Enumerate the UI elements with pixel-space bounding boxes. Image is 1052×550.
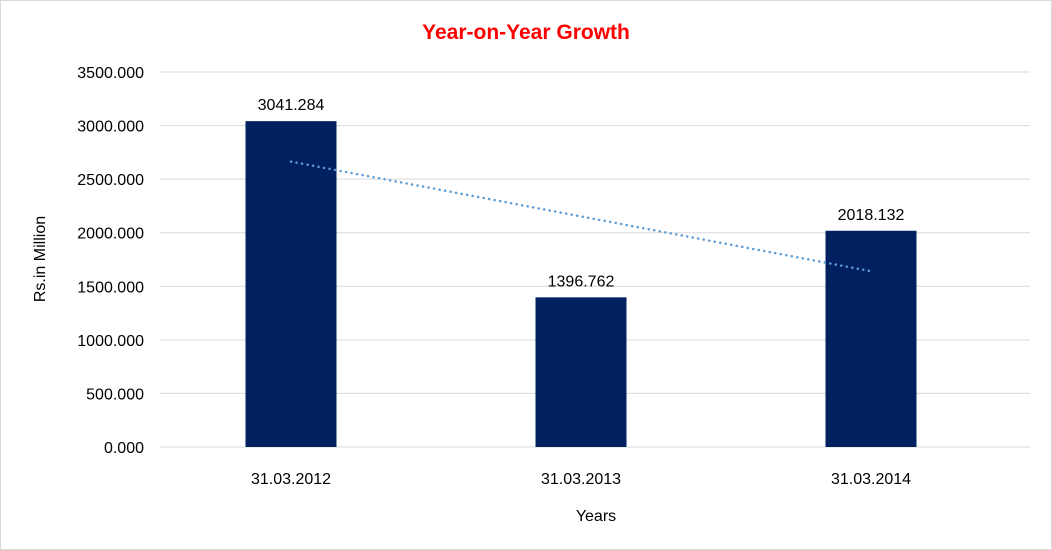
bar — [245, 121, 337, 448]
y-tick-label: 500.000 — [86, 386, 144, 403]
trendline — [289, 160, 873, 273]
y-tick-label: 0.000 — [104, 440, 144, 457]
x-axis-label: Years — [576, 508, 616, 525]
y-tick-label: 1500.000 — [77, 279, 144, 296]
bar — [825, 230, 917, 447]
chart-title: Year-on-Year Growth — [422, 21, 630, 44]
x-tick-label: 31.03.2014 — [831, 471, 911, 488]
y-tick-label: 3000.000 — [77, 119, 144, 136]
data-label: 2018.132 — [838, 207, 905, 224]
data-label: 3041.284 — [258, 97, 325, 114]
y-tick-label: 1000.000 — [77, 333, 144, 350]
y-tick-label: 3500.000 — [77, 65, 144, 82]
x-tick-label: 31.03.2012 — [251, 471, 331, 488]
bar — [535, 297, 627, 447]
y-axis-label: Rs.in Million — [32, 216, 49, 302]
y-tick-label: 2000.000 — [77, 226, 144, 243]
y-tick-label: 2500.000 — [77, 172, 144, 189]
x-tick-label: 31.03.2013 — [541, 471, 621, 488]
data-label: 1396.762 — [548, 273, 615, 290]
